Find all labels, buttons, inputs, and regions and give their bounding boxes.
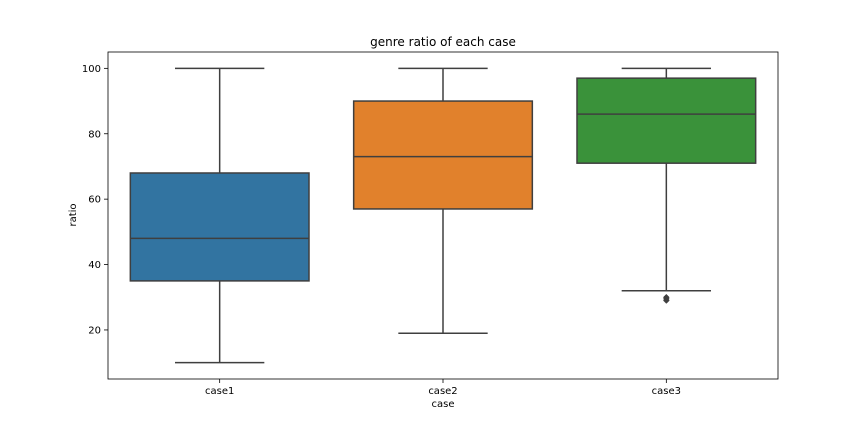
y-tick-label: 80 <box>88 129 101 140</box>
x-tick-label: case3 <box>652 386 681 397</box>
y-tick-label: 40 <box>88 260 101 271</box>
y-tick-label: 20 <box>88 325 101 336</box>
x-tick-label: case1 <box>205 386 234 397</box>
outlier-point <box>662 297 670 304</box>
box-iqr <box>576 77 757 164</box>
box-case3 <box>576 67 757 304</box>
y-axis-label: ratio <box>68 203 79 226</box>
box-case1 <box>129 67 310 364</box>
chart-title: genre ratio of each case <box>370 35 516 49</box>
box-iqr <box>129 172 310 282</box>
x-tick-label: case2 <box>428 386 457 397</box>
plot-frame <box>107 51 779 380</box>
box-iqr <box>352 100 534 210</box>
y-tick-label: 60 <box>88 195 101 206</box>
x-axis-label: case <box>432 399 455 410</box>
y-tick-label: 100 <box>82 64 101 75</box>
box-case2 <box>352 67 534 334</box>
